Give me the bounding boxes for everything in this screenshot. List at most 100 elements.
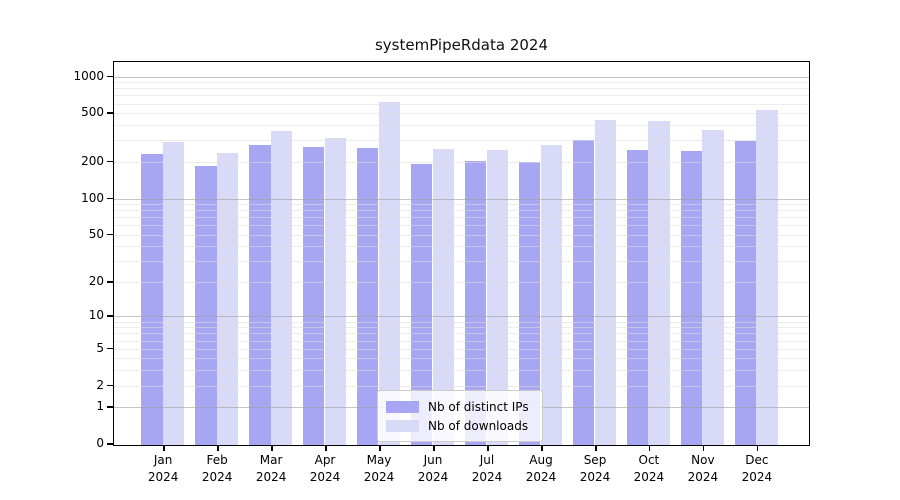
y-tick-label-500: 500 — [81, 105, 104, 120]
y-tick-500 — [107, 112, 113, 114]
gridline-4 — [114, 358, 809, 360]
bar-downloads-nov — [702, 130, 724, 445]
plot-area: Nb of distinct IPs Nb of downloads — [113, 61, 810, 446]
gridline-5 — [114, 348, 809, 350]
bar-downloads-dec — [756, 110, 778, 445]
x-tick-dec — [756, 446, 759, 451]
gridline-700 — [114, 95, 809, 97]
x-tick-jul — [487, 446, 489, 451]
bar-distinct-ips-feb — [195, 165, 217, 445]
gridline-500 — [114, 113, 809, 115]
x-tick-nov — [702, 446, 705, 451]
bar-distinct-ips-oct — [626, 149, 649, 445]
gridline-9 — [114, 321, 809, 323]
x-tick-label-feb: Feb 2024 — [201, 453, 233, 484]
bar-distinct-ips-nov — [680, 151, 703, 445]
legend-swatch-distinct-ips — [386, 400, 419, 413]
gridline-60 — [114, 225, 809, 227]
x-tick-label-apr: Apr 2024 — [309, 453, 341, 484]
gridline-70 — [114, 217, 809, 219]
y-tick-1000 — [107, 75, 113, 77]
gridline-50 — [114, 234, 809, 236]
bar-distinct-ips-aug — [518, 162, 541, 445]
y-tick-label-100: 100 — [81, 190, 104, 205]
y-tick-200 — [107, 160, 113, 163]
gridline-800 — [114, 88, 809, 90]
gridline-30 — [114, 261, 809, 263]
y-tick-1 — [107, 406, 113, 408]
y-tick-label-1000: 1000 — [73, 68, 104, 83]
gridline-900 — [114, 82, 809, 84]
gridline-10 — [114, 316, 809, 318]
gridline-7 — [114, 333, 809, 335]
gridline-200 — [114, 161, 809, 163]
x-tick-mar — [271, 446, 273, 451]
legend-swatch-downloads — [386, 419, 419, 432]
x-tick-label-nov: Nov 2024 — [687, 453, 719, 484]
x-tick-jan — [163, 446, 165, 451]
y-tick-10 — [107, 315, 113, 317]
x-tick-oct — [648, 446, 651, 451]
y-tick-50 — [107, 233, 113, 236]
bar-distinct-ips-dec — [734, 140, 757, 445]
x-tick-apr — [325, 446, 327, 451]
y-tick-label-200: 200 — [81, 153, 104, 168]
bar-distinct-ips-mar — [249, 144, 271, 445]
bar-distinct-ips-jun — [410, 163, 433, 445]
y-tick-label-0: 0 — [96, 436, 104, 450]
legend-item-distinct-ips: Nb of distinct IPs — [386, 397, 534, 416]
legend: Nb of distinct IPs Nb of downloads — [377, 390, 543, 442]
bar-downloads-mar — [270, 131, 293, 445]
gridline-8 — [114, 327, 809, 329]
y-tick-0 — [107, 443, 113, 445]
gridline-3 — [114, 370, 809, 372]
y-tick-20 — [107, 281, 113, 283]
gridline-40 — [114, 246, 809, 248]
y-tick-label-10: 10 — [88, 308, 104, 323]
y-tick-label-50: 50 — [88, 226, 104, 241]
legend-label-distinct-ips: Nb of distinct IPs — [428, 399, 529, 414]
gridline-80 — [114, 210, 809, 212]
bar-downloads-feb — [216, 153, 239, 445]
x-tick-label-oct: Oct 2024 — [633, 453, 665, 484]
gridline-90 — [114, 204, 809, 205]
gridline-6 — [114, 340, 809, 342]
gridline-1000 — [114, 76, 809, 78]
x-tick-aug — [541, 446, 543, 451]
y-tick-label-20: 20 — [88, 274, 104, 288]
legend-label-downloads: Nb of downloads — [428, 418, 529, 433]
bar-distinct-ips-jul — [464, 161, 487, 445]
bar-downloads-jan — [162, 142, 185, 445]
x-tick-may — [379, 446, 381, 451]
x-tick-label-jan: Jan 2024 — [147, 453, 179, 484]
gridline-2 — [114, 385, 809, 387]
x-tick-label-aug: Aug 2024 — [525, 453, 557, 484]
gridline-400 — [114, 125, 809, 127]
y-tick-100 — [107, 197, 113, 199]
x-tick-label-dec: Dec 2024 — [741, 453, 773, 484]
x-tick-label-mar: Mar 2024 — [255, 453, 287, 484]
y-tick-label-2: 2 — [96, 377, 104, 392]
y-tick-label-1: 1 — [96, 399, 104, 414]
y-tick-label-5: 5 — [96, 340, 104, 355]
chart-title: systemPipeRdata 2024 — [374, 36, 548, 54]
x-tick-label-jul: Jul 2024 — [471, 453, 503, 484]
bar-distinct-ips-apr — [302, 146, 325, 445]
bar-distinct-ips-sep — [572, 139, 595, 445]
y-tick-5 — [107, 347, 113, 350]
bar-downloads-oct — [648, 121, 670, 445]
x-tick-sep — [595, 446, 597, 451]
x-tick-jun — [433, 446, 435, 451]
x-tick-feb — [217, 446, 219, 451]
bar-downloads-aug — [540, 144, 563, 445]
x-tick-label-may: May 2024 — [363, 453, 395, 484]
gridline-100 — [114, 198, 809, 200]
bar-downloads-apr — [324, 138, 347, 445]
gridline-300 — [114, 140, 809, 142]
bar-distinct-ips-jan — [141, 154, 163, 445]
legend-item-downloads: Nb of downloads — [386, 416, 534, 435]
x-tick-label-jun: Jun 2024 — [417, 453, 449, 484]
x-tick-label-sep: Sep 2024 — [579, 453, 611, 484]
y-tick-2 — [107, 384, 113, 387]
